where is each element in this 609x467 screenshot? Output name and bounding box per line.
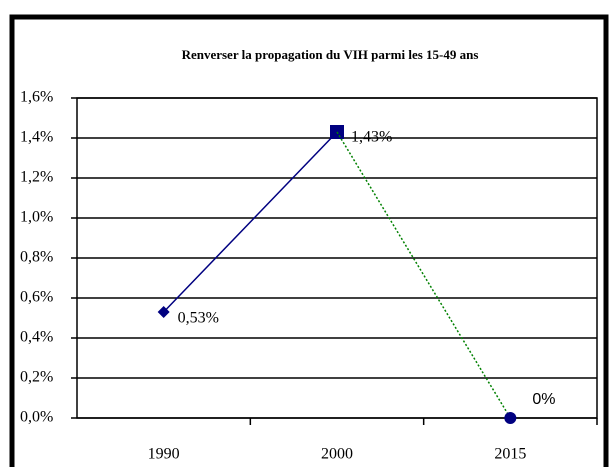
y-tick-label: 1,0% — [20, 209, 53, 226]
marker — [504, 412, 517, 424]
y-tick-label: 0,8% — [20, 249, 53, 266]
y-tick-label: 0,4% — [20, 329, 53, 346]
y-tick-label: 0,2% — [20, 369, 53, 386]
y-tick-label: 0,6% — [20, 289, 53, 306]
data-label: 0,53% — [178, 310, 219, 327]
x-tick-label: 1990 — [148, 446, 180, 463]
y-tick-label: 0,0% — [20, 409, 53, 426]
y-tick-label: 1,4% — [20, 129, 53, 146]
data-label: 1,43% — [351, 129, 392, 146]
data-label: 0% — [532, 391, 555, 408]
x-tick-label: 2015 — [494, 446, 526, 463]
chart-title: Renverser la propagation du VIH parmi le… — [182, 47, 479, 62]
series-line — [163, 131, 338, 313]
y-tick-label: 1,2% — [20, 169, 53, 186]
x-tick-label: 2000 — [321, 446, 353, 463]
marker — [157, 306, 170, 318]
y-tick-label: 1,6% — [20, 89, 53, 106]
